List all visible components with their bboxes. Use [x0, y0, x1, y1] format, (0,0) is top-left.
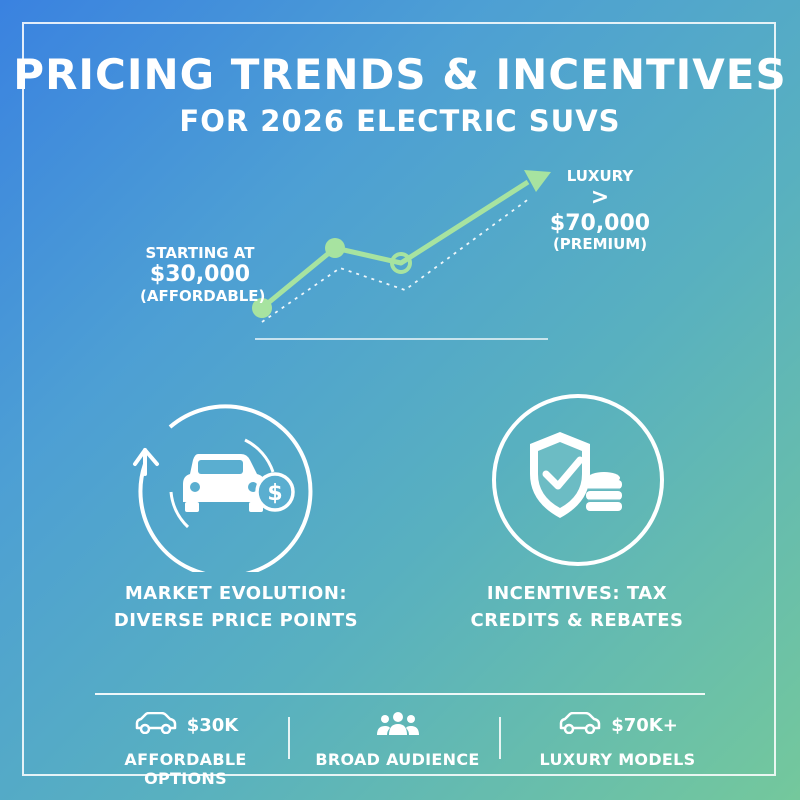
bottom-label-affordable: AFFORDABLE OPTIONS: [124, 750, 247, 788]
content-frame: [22, 22, 776, 776]
car-icon: [133, 711, 177, 739]
end-price-value: > $70,000: [549, 185, 651, 236]
start-price-note: (AFFORDABLE): [140, 286, 266, 305]
trend-arrowhead: [524, 170, 551, 192]
feature-market-evolution-text: MARKET EVOLUTION: DIVERSE PRICE POINTS: [113, 583, 359, 631]
bottom-item-audience: BROAD AUDIENCE: [300, 711, 495, 769]
feature-incentives-text: INCENTIVES: TAX CREDITS & REBATES: [470, 583, 684, 631]
end-price-note: (PREMIUM): [552, 234, 648, 253]
page-title: PRICING TRENDS & INCENTIVES: [13, 50, 787, 99]
price-trend-graphic: [252, 170, 551, 340]
bottom-item-affordable: $30K AFFORDABLE OPTIONS: [88, 711, 283, 788]
bottom-label-audience: BROAD AUDIENCE: [315, 750, 480, 769]
solid-trend-line: [260, 179, 530, 310]
car-price-cycle-icon: $: [123, 392, 313, 579]
trend-point-mid: [325, 238, 345, 258]
bottom-value-luxury: $70K+: [611, 714, 678, 736]
end-price-label: LUXURY > $70,000 (PREMIUM): [540, 167, 660, 253]
start-price-value: $30,000: [149, 262, 251, 288]
bottom-divider: [95, 693, 705, 695]
bottom-separator-2: [499, 717, 501, 759]
dotted-trend-line: [261, 197, 531, 323]
trend-point-dip: [390, 252, 412, 274]
bottom-label-luxury: LUXURY MODELS: [539, 750, 696, 769]
svg-text:$: $: [267, 481, 282, 506]
bottom-separator-1: [288, 717, 290, 759]
start-price-label: STARTING AT $30,000 (AFFORDABLE): [140, 244, 266, 305]
start-label-text: STARTING AT: [145, 244, 255, 262]
car-icon: [557, 711, 601, 739]
trend-point-start: [252, 298, 272, 318]
people-icon: [376, 711, 420, 740]
shield-check-coins-icon: [488, 392, 668, 576]
bottom-item-luxury: $70K+ LUXURY MODELS: [520, 711, 715, 769]
end-label-text: LUXURY: [566, 167, 634, 185]
page-subtitle: FOR 2026 ELECTRIC SUVS: [179, 104, 621, 138]
bottom-value-affordable: $30K: [186, 714, 239, 736]
